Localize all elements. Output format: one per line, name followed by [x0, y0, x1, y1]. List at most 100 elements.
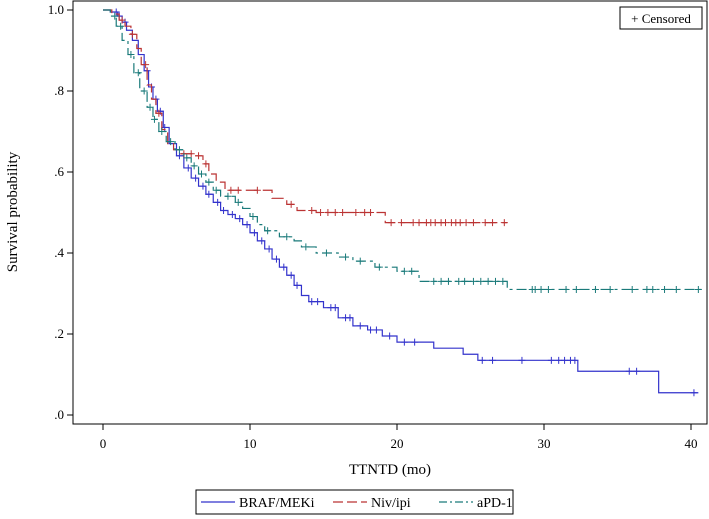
censor-mark [469, 219, 477, 227]
censor-mark [571, 356, 579, 364]
censor-mark [234, 186, 242, 194]
censor-mark [214, 198, 222, 206]
censor-mark [236, 215, 244, 223]
censor-mark [224, 192, 232, 200]
censor-mark [190, 162, 198, 170]
y-tick-label: .6 [54, 164, 64, 179]
censor-mark [127, 51, 135, 59]
censor-mark [140, 87, 148, 95]
censor-mark [356, 322, 364, 330]
censor-mark [555, 356, 563, 364]
censor-mark [287, 271, 295, 279]
censor-mark [562, 285, 570, 293]
censor-mark [228, 211, 236, 219]
censor-mark [375, 263, 383, 271]
censor-mark [400, 338, 408, 346]
censor-mark [117, 22, 125, 30]
y-tick-label: .8 [54, 83, 64, 98]
censor-mark [591, 285, 599, 293]
censor-mark [308, 298, 316, 306]
censor-mark [356, 257, 364, 265]
censor-mark [322, 249, 330, 257]
censor-mark [265, 245, 273, 253]
censor-mark [625, 367, 633, 375]
survival-curve-line [103, 9, 703, 291]
censor-mark [175, 146, 183, 154]
censor-mark [387, 219, 395, 227]
series-braf-meki [103, 8, 699, 397]
x-axis: 0 10 20 30 40 [100, 424, 698, 451]
y-axis: .0 .2 .4 .6 .8 1.0 [48, 2, 73, 422]
censor-legend-box [619, 6, 703, 30]
censor-mark [308, 206, 316, 214]
y-tick-label: .4 [54, 245, 64, 260]
censor-mark [537, 285, 545, 293]
censor-mark [455, 277, 463, 285]
censor-mark [212, 186, 220, 194]
censor-mark [481, 219, 489, 227]
censor-mark [361, 209, 369, 216]
censor-mark [264, 227, 272, 235]
censor-mark [158, 128, 166, 135]
survival-curve-line [103, 9, 699, 394]
censor-mark [202, 160, 210, 168]
censor-mark [205, 190, 213, 198]
censor-mark [661, 285, 669, 293]
censor-mark [199, 182, 207, 190]
censor-mark [484, 277, 492, 285]
y-tick-label: 1.0 [48, 2, 64, 17]
censor-mark [386, 332, 394, 340]
censor-mark [220, 206, 228, 214]
censor-mark [287, 200, 295, 208]
censor-mark [643, 285, 651, 293]
censor-mark [531, 285, 539, 293]
censor-mark [409, 219, 417, 227]
censor-mark [499, 277, 507, 285]
censor-mark [544, 285, 552, 293]
x-tick-label: 40 [685, 436, 698, 451]
x-axis-title: TTNTD (mo) [349, 462, 431, 478]
censor-mark [314, 298, 322, 306]
censor-mark [489, 219, 497, 227]
censor-mark [302, 243, 310, 251]
censor-mark [146, 103, 154, 111]
censor-mark [128, 30, 136, 38]
censor-mark [243, 221, 251, 229]
censor-mark [167, 138, 175, 146]
censor-mark [352, 209, 360, 216]
legend-label: aPD-1 [477, 496, 513, 511]
censor-mark [500, 219, 508, 227]
censor-mark [437, 277, 445, 285]
censor-mark [690, 389, 698, 397]
censor-mark [342, 253, 350, 261]
censor-mark [331, 304, 339, 312]
y-axis-title: Survival probability [5, 151, 21, 272]
censor-mark [431, 219, 439, 227]
plot-frame [72, 0, 708, 425]
censor-mark [444, 277, 452, 285]
censor-mark [142, 61, 150, 69]
censor-mark [184, 164, 192, 172]
censor-mark [367, 209, 375, 216]
y-tick-label: .2 [54, 326, 64, 341]
censor-legend: + Censored [619, 6, 703, 30]
censor-mark [183, 154, 191, 162]
censor-mark [258, 237, 266, 245]
censor-mark [372, 326, 380, 334]
censor-mark [111, 12, 119, 20]
censor-mark [324, 209, 332, 216]
censor-mark [400, 267, 408, 275]
censor-mark [415, 219, 423, 227]
censor-legend-label: + Censored [631, 11, 691, 26]
censor-mark [694, 285, 702, 293]
censor-mark [293, 281, 301, 289]
x-tick-label: 20 [391, 436, 404, 451]
censor-mark [489, 356, 497, 364]
censor-mark [408, 267, 416, 275]
censor-mark [397, 219, 405, 227]
censor-mark [469, 277, 477, 285]
survival-curves [103, 8, 703, 397]
censor-mark [461, 277, 469, 285]
censor-mark [272, 255, 280, 263]
censor-mark [317, 209, 325, 216]
